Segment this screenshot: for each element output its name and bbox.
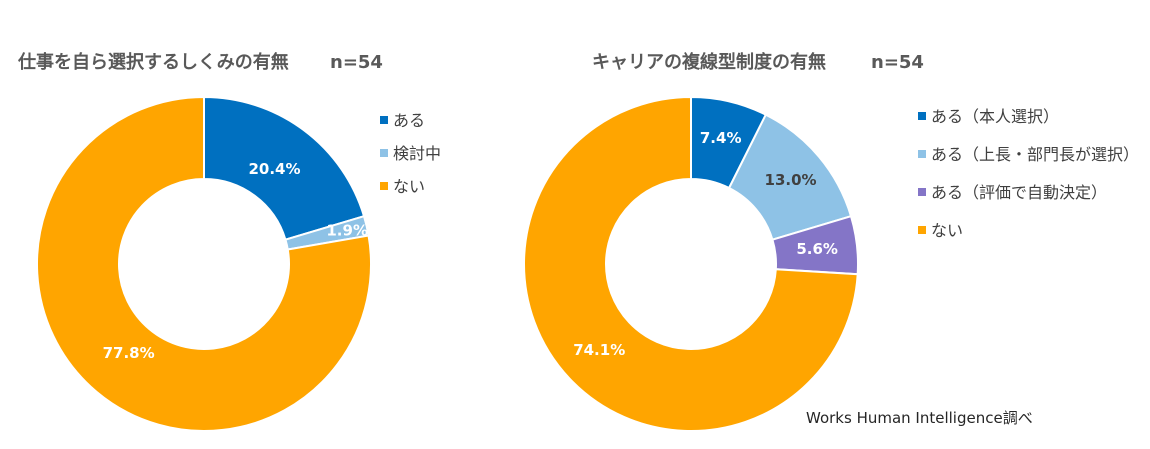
chart-2-value-label-2: 13.0% <box>765 171 817 189</box>
chart-2-legend: ある（本人選択） ある（上長・部門長が選択） ある（評価で自動決定） ない <box>918 107 1139 240</box>
chart-1-legend-marker-2 <box>380 149 388 157</box>
chart-2-legend-label-1: ある（本人選択） <box>931 107 1059 126</box>
chart-1-title: 仕事を自ら選択するしくみの有無 <box>17 51 289 73</box>
chart-2-value-label-3: 5.6% <box>796 240 838 258</box>
chart-1-value-label-1: 20.4% <box>248 160 300 178</box>
chart-1-slice-1 <box>203 95 366 241</box>
chart-2-legend-marker-4 <box>918 226 926 234</box>
chart-2-title: キャリアの複線型制度の有無 <box>592 51 826 73</box>
source-note: Works Human Intelligence調べ <box>806 409 1033 427</box>
chart-1-data-labels: 20.4% 1.9% 77.8% <box>103 160 368 362</box>
chart-2-legend-marker-3 <box>918 188 926 196</box>
chart-1-legend-marker-1 <box>380 116 388 124</box>
chart-2-legend-label-2: ある（上長・部門長が選択） <box>931 145 1139 164</box>
chart-1-legend-marker-3 <box>380 182 388 190</box>
chart-1-donut <box>36 95 372 432</box>
chart-2-legend-label-4: ない <box>931 221 963 240</box>
chart-1-slice-3 <box>36 95 372 432</box>
chart-2-data-labels: 7.4% 13.0% 5.6% 74.1% <box>573 129 838 359</box>
chart-1-value-label-2: 1.9% <box>326 222 368 240</box>
chart-2-legend-label-3: ある（評価で自動決定） <box>931 183 1107 202</box>
chart-2-value-label-1: 7.4% <box>700 129 742 147</box>
chart-2-legend-marker-2 <box>918 150 926 158</box>
chart-2-donut <box>523 95 860 432</box>
chart-1-legend-label-3: ない <box>393 177 425 196</box>
chart-1-legend-label-1: ある <box>393 111 425 130</box>
chart-1-value-label-3: 77.8% <box>103 344 155 362</box>
chart-2-sample-size: n=54 <box>871 52 924 73</box>
chart-2-legend-marker-1 <box>918 112 926 120</box>
chart-2-value-label-4: 74.1% <box>573 341 625 359</box>
chart-2-slice-4 <box>523 95 859 432</box>
chart-1-sample-size: n=54 <box>330 52 383 73</box>
chart-1-legend-label-2: 検討中 <box>393 144 441 163</box>
